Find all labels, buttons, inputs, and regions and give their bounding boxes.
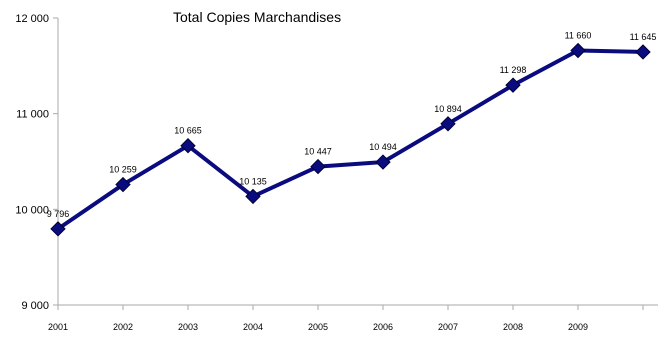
x-tick-label: 2001 — [48, 322, 68, 332]
y-tick-group: 9 000 10 000 11 000 12 000 — [15, 13, 58, 312]
data-point-marker — [635, 44, 651, 60]
x-tick-label: 2006 — [373, 322, 393, 332]
y-tick-label: 10 000 — [15, 204, 49, 216]
x-tick-label: 2002 — [113, 322, 133, 332]
series-line — [56, 48, 644, 231]
x-tick-label: 2007 — [438, 322, 458, 332]
x-tick-label: 2008 — [503, 322, 523, 332]
data-point-marker — [375, 154, 391, 170]
data-label-group: 9 796 10 259 10 665 10 135 10 447 10 494 10 89… — [47, 31, 657, 219]
y-tick-label: 11 000 — [16, 109, 49, 121]
data-point-marker — [310, 158, 326, 175]
x-tick-group: 2001 2002 2003 2004 2005 2006 2007 2008 2009 — [48, 305, 644, 332]
data-label: 10 494 — [369, 142, 397, 152]
data-label: 10 259 — [109, 165, 137, 175]
x-tick-label: 2004 — [243, 322, 263, 332]
marker-group — [50, 42, 651, 237]
data-point-marker — [505, 77, 521, 93]
series-line-group — [56, 48, 644, 231]
data-label: 9 796 — [47, 209, 70, 219]
data-point-marker — [440, 116, 456, 132]
data-label: 11 298 — [500, 65, 527, 75]
chart-title: Total Copies Marchandises — [173, 9, 341, 25]
x-tick-label: 2005 — [308, 322, 328, 332]
data-point-marker — [245, 188, 261, 205]
data-label: 10 135 — [239, 176, 267, 186]
x-tick-label: 2009 — [568, 322, 588, 332]
data-point-marker — [50, 221, 66, 237]
x-tick-label: 2003 — [178, 322, 198, 332]
data-point-marker — [115, 176, 131, 193]
data-point-marker — [180, 138, 196, 154]
data-label: 10 447 — [304, 147, 332, 157]
y-tick-label: 9 000 — [21, 300, 49, 312]
data-label: 11 645 — [630, 32, 657, 42]
data-label: 10 894 — [434, 104, 462, 114]
data-label: 10 665 — [174, 126, 202, 136]
data-point-marker — [570, 42, 586, 59]
data-label: 11 660 — [565, 31, 592, 41]
y-tick-label: 12 000 — [15, 13, 49, 25]
